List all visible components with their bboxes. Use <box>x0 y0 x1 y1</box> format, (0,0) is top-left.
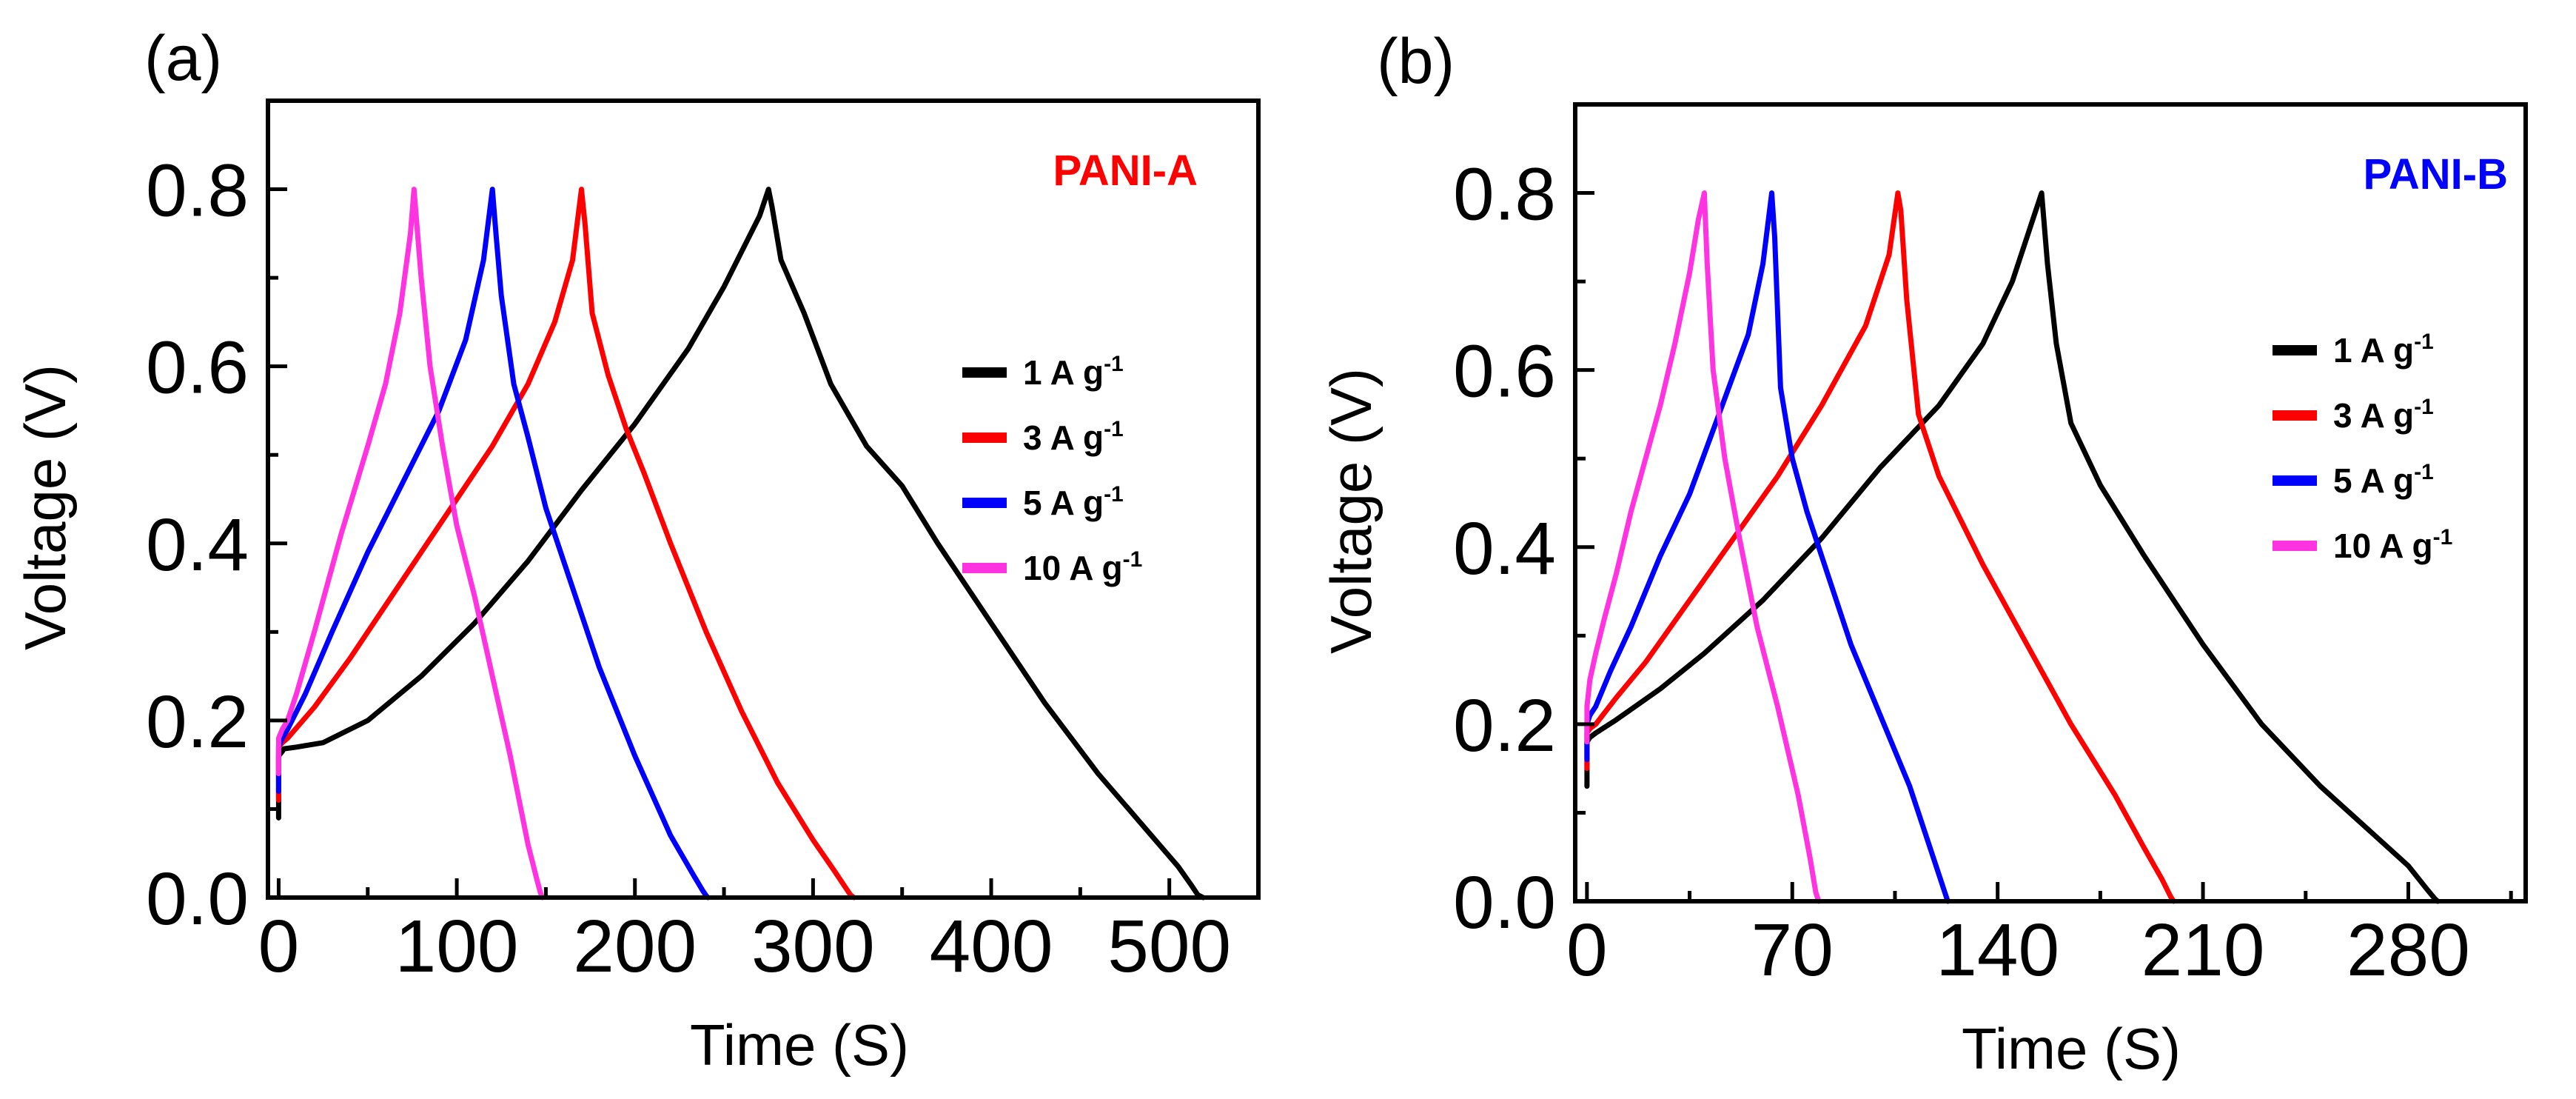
legend-label-b-0: 1 A g-1 <box>2333 330 2434 370</box>
y-tick-label-b-1: 0.2 <box>1453 684 1556 767</box>
y-tick-label-b-0: 0.0 <box>1453 861 1556 944</box>
legend-label-a-3: 10 A g-1 <box>1023 547 1142 587</box>
x-axis-title-b: Time (S) <box>1962 1016 2181 1081</box>
legend-label-a-2: 5 A g-1 <box>1023 482 1124 522</box>
series-line-a-1 <box>275 187 857 901</box>
y-axis-title-a: Voltage (V) <box>13 364 78 650</box>
x-tick-label-b-3: 210 <box>2141 909 2265 992</box>
chart-panel-a: (a) 0 100 200 300 400 500 0.0 0.2 0.4 0.6 0.8 PANI… <box>13 23 1261 1078</box>
legend-label-b-1: 3 A g-1 <box>2333 395 2434 435</box>
x-tick-label-a-5: 500 <box>1107 905 1231 988</box>
x-axis-title-a: Time (S) <box>690 1012 909 1078</box>
series-line-b-0 <box>1584 190 2441 904</box>
panel-label-b: (b) <box>1377 26 1455 97</box>
chart-panel-b: (b) 0 70 140 210 280 0.0 0.2 0.4 0.6 0.8 PANI-B V… <box>1318 26 2528 1081</box>
plot-area-b: 0 70 140 210 280 0.0 0.2 0.4 0.6 0.8 <box>1453 102 2528 992</box>
x-tick-label-b-1: 70 <box>1751 909 1834 992</box>
y-tick-label-a-2: 0.4 <box>146 504 249 587</box>
sample-label-b: PANI-B <box>2364 150 2508 198</box>
x-tick-label-a-1: 100 <box>395 905 519 988</box>
x-tick-label-a-2: 200 <box>573 905 697 988</box>
sample-label-a: PANI-A <box>1053 147 1198 195</box>
x-tick-label-b-0: 0 <box>1566 909 1608 992</box>
legend-b: 1 A g-1 3 A g-1 5 A g-1 10 A g-1 <box>2273 330 2452 565</box>
x-tick-label-a-3: 300 <box>751 905 875 988</box>
y-tick-label-b-4: 0.8 <box>1453 153 1556 236</box>
legend-label-a-1: 3 A g-1 <box>1023 417 1124 457</box>
y-tick-label-a-3: 0.6 <box>146 327 249 410</box>
x-tick-label-b-2: 140 <box>1936 909 2059 992</box>
plot-frame-a <box>266 98 1261 900</box>
y-tick-label-a-4: 0.8 <box>146 150 249 233</box>
series-line-a-3 <box>275 187 546 901</box>
x-tick-label-a-0: 0 <box>258 905 300 988</box>
y-tick-label-a-0: 0.0 <box>146 858 249 941</box>
legend-label-b-3: 10 A g-1 <box>2333 525 2452 565</box>
plot-area-a: 0 100 200 300 400 500 0.0 0.2 0.4 0.6 0.8 <box>146 98 1261 988</box>
plot-frame-b <box>1573 102 2528 903</box>
series-line-a-2 <box>275 187 711 901</box>
legend-label-a-0: 1 A g-1 <box>1023 352 1124 392</box>
series-line-b-2 <box>1584 190 1951 904</box>
series-line-b-3 <box>1584 190 1822 904</box>
y-tick-label-a-1: 0.2 <box>146 681 249 764</box>
y-axis-title-b: Voltage (V) <box>1318 368 1383 654</box>
series-line-a-0 <box>275 187 1206 901</box>
x-tick-label-a-4: 400 <box>930 905 1053 988</box>
legend-a: 1 A g-1 3 A g-1 5 A g-1 10 A g-1 <box>962 352 1142 587</box>
y-tick-label-b-3: 0.6 <box>1453 330 1556 413</box>
series-line-b-1 <box>1584 190 2176 904</box>
legend-label-b-2: 5 A g-1 <box>2333 460 2434 500</box>
y-tick-label-b-2: 0.4 <box>1453 507 1556 590</box>
panel-label-a: (a) <box>144 23 222 94</box>
x-tick-label-b-4: 280 <box>2347 909 2470 992</box>
